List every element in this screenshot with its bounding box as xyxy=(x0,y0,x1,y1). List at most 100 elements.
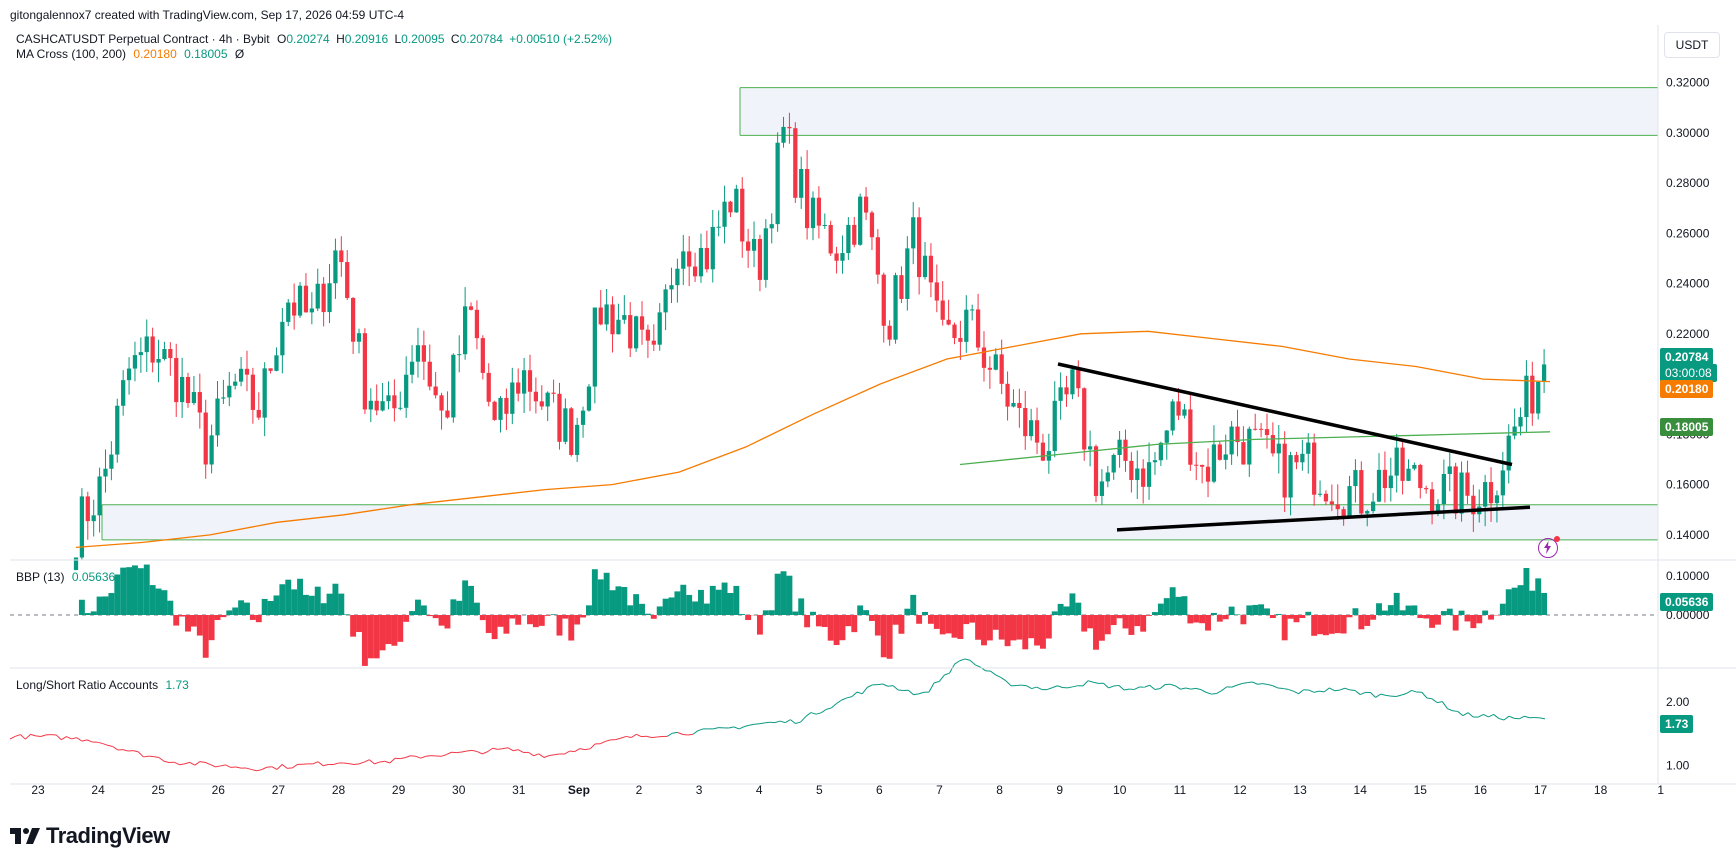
lsr-line-segment xyxy=(19,734,26,740)
lsr-line-segment xyxy=(507,747,514,752)
bbp-legend[interactable]: BBP (13) 0.05636 xyxy=(16,570,115,584)
bbp-bar xyxy=(1429,615,1436,628)
bbp-bar xyxy=(1435,615,1441,625)
lsr-line-segment xyxy=(1467,712,1474,718)
bbp-bar xyxy=(1087,615,1094,629)
lsr-line-segment xyxy=(1411,689,1417,693)
lsr-line-segment xyxy=(81,739,88,742)
candle-body xyxy=(663,289,668,313)
lsr-line-segment xyxy=(574,748,581,752)
bbp-bar xyxy=(933,615,940,629)
bbp-bar xyxy=(149,585,156,615)
lsr-line-segment xyxy=(754,723,760,725)
bbp-bar xyxy=(1393,592,1400,615)
candle-body xyxy=(1135,468,1140,481)
symbol-legend: CASHCATUSDT Perpetual Contract · 4h · By… xyxy=(16,32,612,46)
candle-body xyxy=(451,354,456,418)
candle-body xyxy=(999,354,1004,384)
candle-body xyxy=(209,435,214,465)
candle-body xyxy=(1011,402,1016,407)
lsr-line-segment xyxy=(898,689,904,692)
lsr-line-segment xyxy=(1354,690,1361,695)
ma-legend[interactable]: MA Cross (100, 200) 0.20180 0.18005 Ø xyxy=(16,47,244,61)
price-tick-label: 0.32000 xyxy=(1666,76,1710,90)
lsr-line-segment xyxy=(728,726,734,729)
lsr-line-segment xyxy=(492,747,498,750)
bbp-bar xyxy=(1210,612,1217,615)
time-tick-label: 7 xyxy=(936,783,943,797)
lsr-line-segment xyxy=(1395,694,1402,698)
candle-body xyxy=(457,354,462,356)
lsr-line-segment xyxy=(1441,701,1448,709)
candle-body xyxy=(233,381,238,386)
candle-body xyxy=(404,374,409,408)
lsr-line-segment xyxy=(636,733,642,738)
lsr-line-segment xyxy=(1319,690,1325,693)
lsr-line-segment xyxy=(1277,687,1284,690)
lsr-line-segment xyxy=(815,712,822,715)
lsr-line-segment xyxy=(841,697,847,701)
bbp-bar xyxy=(1452,615,1459,631)
lsr-legend[interactable]: Long/Short Ratio Accounts 1.73 xyxy=(16,678,189,692)
bbp-bar xyxy=(792,611,799,615)
bbp-bar xyxy=(161,590,168,615)
lsr-line-segment xyxy=(1247,681,1253,684)
bbp-bar xyxy=(1258,604,1265,615)
candle-body xyxy=(881,274,886,326)
time-tick-label: 1 xyxy=(1657,783,1664,797)
candle-body xyxy=(292,302,297,316)
candle-body xyxy=(392,395,397,409)
candle-body xyxy=(221,397,226,399)
bbp-bar xyxy=(350,615,357,637)
candle-body xyxy=(858,196,863,245)
candle-body xyxy=(1388,475,1393,489)
candle-body xyxy=(1058,387,1063,401)
time-tick-label: 24 xyxy=(91,783,105,797)
lsr-line-segment xyxy=(990,670,996,676)
candle-body xyxy=(793,128,798,198)
lsr-line-segment xyxy=(1508,715,1515,719)
bbp-bar xyxy=(1216,615,1223,622)
bbp-bar xyxy=(627,605,634,615)
bbp-bar xyxy=(1405,605,1412,615)
lsr-line-segment xyxy=(348,763,355,765)
bbp-bar xyxy=(1482,610,1489,615)
lsr-line-segment xyxy=(199,761,206,763)
lsr-line-segment xyxy=(620,735,627,739)
price-tick-label: 0.16000 xyxy=(1666,478,1710,492)
candle-body xyxy=(669,285,674,290)
bbp-bar xyxy=(839,615,846,641)
bbp-bar xyxy=(126,567,133,615)
ma-label: MA Cross (100, 200) xyxy=(16,47,127,61)
lsr-line-segment xyxy=(61,736,67,741)
candle-body xyxy=(975,309,981,348)
lsr-line-segment xyxy=(112,746,119,751)
candle-body xyxy=(675,268,680,286)
bbp-bar xyxy=(910,594,917,615)
lsr-line-segment xyxy=(666,732,673,737)
currency-button[interactable]: USDT xyxy=(1664,32,1720,58)
candle-body xyxy=(1359,470,1364,514)
bbp-bar xyxy=(114,574,121,615)
bbp-bar xyxy=(220,615,227,618)
bbp-bar xyxy=(450,599,457,615)
candle-body xyxy=(185,376,191,404)
symbol-title[interactable]: CASHCATUSDT Perpetual Contract · 4h · By… xyxy=(16,32,270,46)
lightning-icon[interactable] xyxy=(1538,536,1560,558)
lsr-line-segment xyxy=(692,730,699,735)
bbp-bar xyxy=(698,589,704,615)
price-tick-label: 0.24000 xyxy=(1666,277,1710,291)
bbp-bar xyxy=(904,608,911,615)
candle-body xyxy=(1117,439,1122,455)
candle-body xyxy=(1341,509,1346,517)
bbp-bar xyxy=(338,593,345,615)
time-tick-label: 30 xyxy=(452,783,466,797)
bbp-bar xyxy=(945,615,952,634)
bbp-bar xyxy=(167,600,174,615)
bbp-bar xyxy=(137,568,144,615)
time-tick-label: 28 xyxy=(332,783,346,797)
bbp-bar xyxy=(1187,615,1194,624)
lsr-line-segment xyxy=(1308,689,1315,693)
lsr-line-segment xyxy=(1483,713,1489,718)
